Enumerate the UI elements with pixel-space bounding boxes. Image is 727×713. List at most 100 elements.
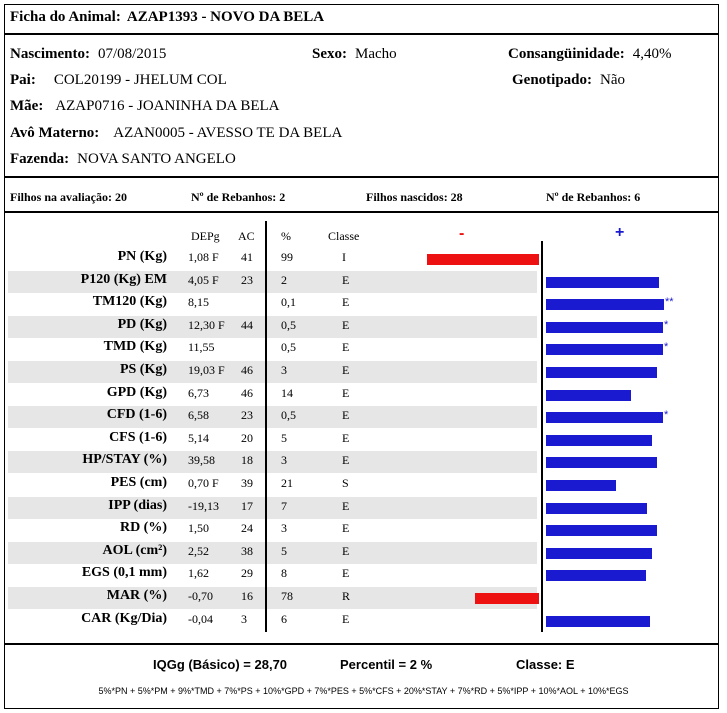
rebanhos-avaliacao: Nº de Rebanhos: 2	[191, 190, 286, 204]
percentile-value: 3	[281, 363, 287, 377]
depg-value: -0,70	[188, 589, 213, 603]
trait-label: AOL (cm²)	[102, 543, 167, 558]
pai-label: Pai:	[10, 72, 36, 88]
trait-label: HP/STAY (%)	[82, 452, 167, 467]
divider	[4, 643, 719, 645]
classe-value: E	[342, 612, 350, 626]
nascimento-value: 07/08/2015	[97, 46, 167, 62]
title-value: AZAP1393 - NOVO DA BELA	[126, 9, 325, 25]
rebanhos-nascidos: Nº de Rebanhos: 6	[546, 190, 641, 204]
trait-label: EGS (0,1 mm)	[81, 565, 167, 580]
positive-bar	[546, 570, 646, 581]
genotipado-field: Genotipado: Não	[512, 72, 625, 89]
trait-label: MAR (%)	[106, 588, 167, 603]
classe-value: S	[342, 476, 349, 490]
fazenda-label: Fazenda:	[10, 151, 70, 167]
depg-value: 0,70 F	[188, 476, 219, 490]
depg-value: 1,62	[188, 566, 209, 580]
depg-value: 8,15	[188, 295, 209, 309]
ac-value: 18	[241, 453, 253, 467]
ac-value: 17	[241, 499, 253, 513]
percentile-value: 5	[281, 544, 287, 558]
classe-value: E	[342, 408, 350, 422]
trait-label: TM120 (Kg)	[92, 294, 167, 309]
positive-bar	[546, 299, 664, 310]
depg-value: 6,58	[188, 408, 209, 422]
consang-field: Consangüinidade: 4,40%	[508, 46, 671, 63]
percentile-value: 8	[281, 566, 287, 580]
depg-value: 19,03 F	[188, 363, 225, 377]
positive-bar	[546, 322, 663, 333]
trait-label: GPD (Kg)	[106, 385, 167, 400]
positive-bar	[546, 503, 647, 514]
trait-label: RD (%)	[119, 520, 167, 535]
percentile-value: 3	[281, 521, 287, 535]
ac-header: AC	[238, 229, 255, 243]
table-divider	[265, 221, 267, 632]
table-row: TMD (Kg) 11,55 0,5 E	[8, 338, 537, 360]
table-row: PS (Kg) 19,03 F 46 3 E	[8, 361, 537, 383]
percentile-value: 2	[281, 273, 287, 287]
percentile-value: 5	[281, 431, 287, 445]
table-row: CAR (Kg/Dia) -0,04 3 6 E	[8, 610, 537, 632]
classe-value: Classe: E	[516, 657, 575, 672]
depg-header: DEPg	[191, 229, 220, 243]
percentile-value: 21	[281, 476, 293, 490]
trait-label: IPP (dias)	[108, 498, 167, 513]
divider	[4, 211, 719, 213]
positive-bar	[546, 390, 631, 401]
percentile-value: 3	[281, 453, 287, 467]
bar-axis	[541, 241, 543, 632]
trait-label: P120 (Kg) EM	[80, 272, 167, 287]
genotipado-value: Não	[600, 72, 626, 88]
classe-header: Classe	[328, 229, 360, 243]
significance-stars: **	[665, 296, 674, 308]
table-row: HP/STAY (%) 39,58 18 3 E	[8, 451, 537, 473]
table-row: RD (%) 1,50 24 3 E	[8, 519, 537, 541]
minus-header: -	[459, 225, 465, 242]
percentile-value: 99	[281, 250, 293, 264]
iqgg-value: IQGg (Básico) = 28,70	[153, 657, 288, 672]
percentile-value: 0,5	[281, 318, 296, 332]
nascimento-field: Nascimento: 07/08/2015	[10, 46, 166, 63]
table-row: CFS (1-6) 5,14 20 5 E	[8, 429, 537, 451]
mae-field: Mãe: AZAP0716 - JOANINHA DA BELA	[10, 98, 279, 115]
positive-bar	[546, 457, 657, 468]
trait-label: CFD (1-6)	[106, 407, 167, 422]
iqgg-formula: 5%*PN + 5%*PM + 9%*TMD + 7%*PS + 10%*GPD…	[98, 686, 629, 696]
depg-value: 6,73	[188, 386, 209, 400]
ac-value: 16	[241, 589, 253, 603]
positive-bar	[546, 344, 663, 355]
trait-label: PS (Kg)	[119, 362, 167, 377]
ac-value: 23	[241, 273, 253, 287]
positive-bar	[546, 525, 657, 536]
classe-value: E	[342, 544, 350, 558]
classe-value: R	[342, 589, 351, 603]
positive-bar	[546, 480, 616, 491]
ac-value: 38	[241, 544, 253, 558]
classe-value: E	[342, 431, 350, 445]
table-row: PD (Kg) 12,30 F 44 0,5 E	[8, 316, 537, 338]
filhos-nascidos: Filhos nascidos: 28	[366, 190, 463, 204]
depg-value: -0,04	[188, 612, 213, 626]
table-row: PES (cm) 0,70 F 39 21 S	[8, 474, 537, 496]
divider	[4, 33, 719, 35]
filhos-avaliacao: Filhos na avaliação: 20	[10, 190, 128, 204]
trait-label: PES (cm)	[110, 475, 167, 490]
table-row: GPD (Kg) 6,73 46 14 E	[8, 384, 537, 406]
classe-value: E	[342, 386, 350, 400]
depg-value: 11,55	[188, 340, 215, 354]
table-row: TM120 (Kg) 8,15 0,1 E	[8, 293, 537, 315]
page-title: Ficha do Animal: AZAP1393 - NOVO DA BELA	[10, 9, 324, 26]
positive-bar	[546, 367, 657, 378]
ac-value: 3	[241, 612, 247, 626]
positive-bar	[546, 548, 652, 559]
avo-materno-label: Avô Materno:	[10, 125, 100, 141]
trait-label: TMD (Kg)	[103, 339, 167, 354]
sexo-field: Sexo: Macho	[312, 46, 397, 63]
percentile-value: 0,5	[281, 408, 296, 422]
classe-value: E	[342, 453, 350, 467]
consang-label: Consangüinidade:	[508, 46, 625, 62]
plus-header: +	[615, 224, 625, 241]
nascimento-label: Nascimento:	[10, 46, 90, 62]
